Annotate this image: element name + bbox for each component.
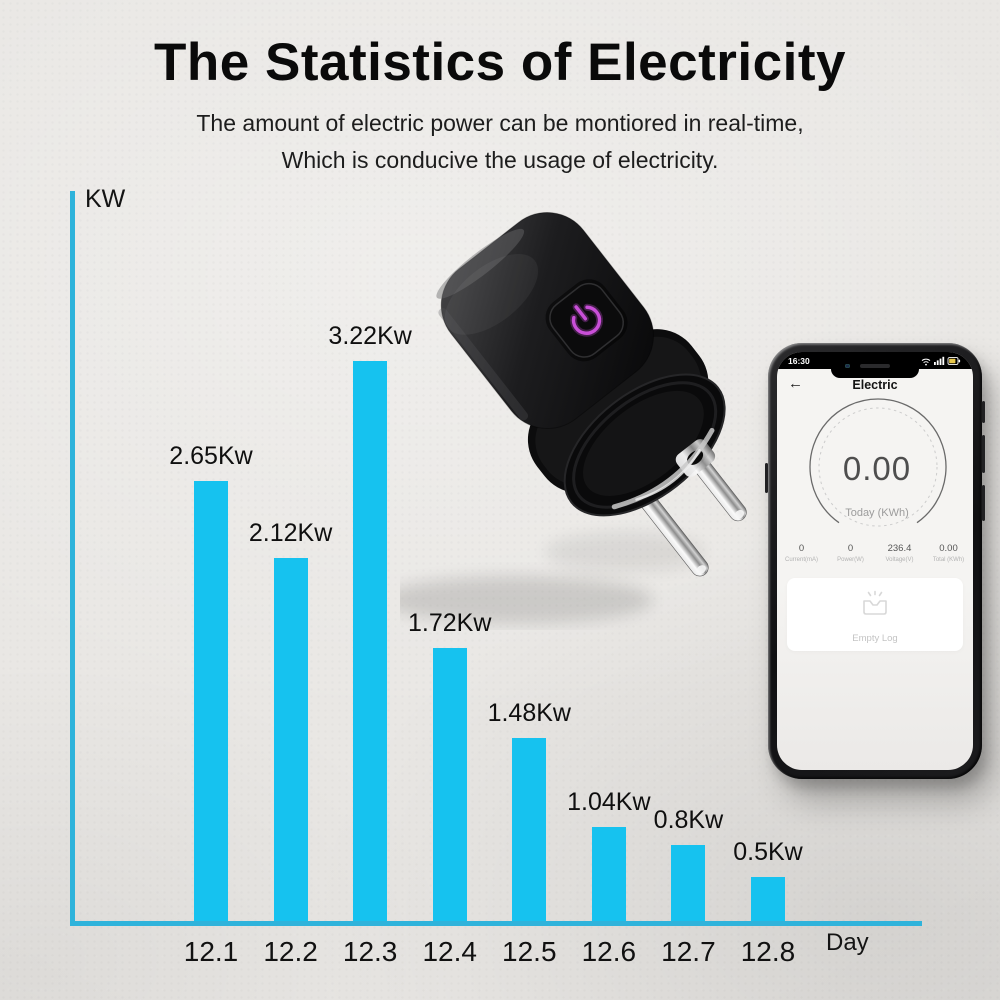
- status-icons: [921, 356, 961, 365]
- chart-bar-12.5: [512, 738, 547, 926]
- phone-side-button: [982, 401, 985, 423]
- empty-log-icon: [863, 590, 887, 615]
- x-tick-label: 12.1: [183, 936, 239, 967]
- x-tick-label: 12.5: [502, 936, 557, 967]
- chart-bar-12.1: [194, 481, 228, 926]
- chart-bar-12.6: [591, 827, 626, 926]
- stat-label: Voltage(V): [885, 557, 914, 563]
- empty-log-card: Empty Log: [787, 578, 963, 651]
- phone-screen: 16:30: [777, 352, 973, 770]
- stat-power-w-: 0 Power(W): [826, 543, 875, 563]
- stat-value: 236.4: [887, 543, 912, 554]
- x-tick-label: 12.4: [422, 936, 477, 967]
- plug-shadow: [400, 576, 653, 624]
- stat-label: Current(mA): [784, 557, 818, 563]
- power-button[interactable]: [543, 277, 630, 364]
- chart-bar-12.2: [273, 558, 308, 926]
- stat-label: Total (KWh): [932, 557, 965, 563]
- phone-side-button: [982, 435, 985, 473]
- signal-icon: [934, 356, 945, 365]
- bar-value-label: 0.5Kw: [733, 838, 803, 866]
- camera-dot: [845, 363, 850, 368]
- x-axis-label: Day: [826, 929, 869, 956]
- x-tick-label: 12.2: [263, 936, 318, 967]
- bar-value-label: 3.22Kw: [328, 322, 412, 350]
- page-title: The Statistics of Electricity: [154, 33, 846, 92]
- stat-voltage-v-: 236.4 Voltage(V): [875, 543, 924, 563]
- phone-mockup: 16:30: [765, 343, 985, 779]
- app-bar: ← Electric: [777, 373, 973, 399]
- smart-plug-image: [400, 211, 747, 624]
- battery-icon: [947, 356, 961, 365]
- phone-side-button: [982, 485, 985, 521]
- speaker-grille: [860, 364, 890, 368]
- phone-notch: [831, 363, 919, 378]
- bar-value-label: 1.48Kw: [487, 699, 571, 727]
- subtitle-line-1: The amount of electric power can be mont…: [196, 110, 804, 136]
- chart-bar-12.4: [432, 648, 467, 926]
- chart-bar-12.7: [671, 845, 706, 926]
- subtitle-line-2: Which is conducive the usage of electric…: [281, 147, 719, 173]
- stat-value: 0: [847, 543, 854, 554]
- stat-value: 0.00: [939, 543, 958, 554]
- stat-label: Power(W): [837, 557, 864, 563]
- empty-log-label: Empty Log: [852, 633, 898, 644]
- y-axis-line: [70, 191, 75, 926]
- app-title: Electric: [852, 378, 898, 392]
- x-tick-label: 12.7: [661, 936, 716, 967]
- wifi-icon: [921, 358, 931, 363]
- bar-value-label: 2.12Kw: [248, 519, 333, 547]
- x-axis-line: [70, 921, 922, 926]
- bar-value-label: 0.8Kw: [653, 806, 724, 834]
- y-axis-label: KW: [85, 185, 126, 213]
- power-icon: [570, 303, 604, 337]
- stat-value: 0: [798, 543, 805, 554]
- x-tick-label: 12.6: [581, 936, 637, 967]
- stat-total-kwh-: 0.00 Total (KWh): [924, 543, 973, 563]
- bar-value-label: 2.65Kw: [169, 442, 253, 470]
- stat-current-ma-: 0 Current(mA): [777, 543, 826, 563]
- status-time: 16:30: [788, 355, 810, 366]
- phone-side-button: [765, 463, 768, 493]
- status-bar: 16:30: [777, 352, 973, 378]
- gauge-value: 0.00: [842, 450, 912, 487]
- x-tick-label: 12.8: [740, 936, 796, 967]
- energy-gauge: [809, 398, 947, 527]
- stats-row: 0 Current(mA) 0 Power(W) 236.4 Voltage(V) 0.00…: [777, 543, 973, 563]
- bar-value-label: 1.04Kw: [567, 788, 651, 816]
- back-arrow-icon[interactable]: ←: [788, 375, 803, 392]
- chart-bar-12.3: [353, 361, 388, 926]
- gauge-caption: Today (KWh): [845, 507, 909, 519]
- x-tick-label: 12.3: [342, 936, 398, 967]
- chart-bar-12.8: [751, 877, 785, 926]
